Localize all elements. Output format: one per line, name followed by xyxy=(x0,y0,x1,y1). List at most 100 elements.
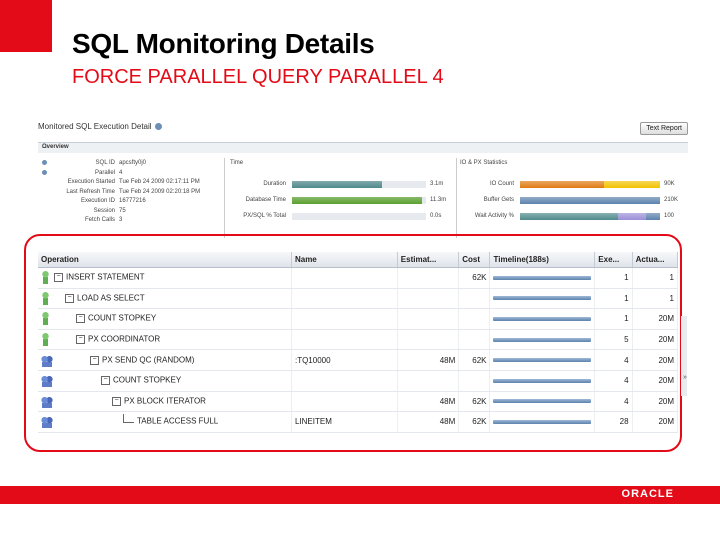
refresh-icon[interactable] xyxy=(154,123,162,131)
parallel-servers-icon xyxy=(41,394,53,408)
general-section: SQL ID apcsfty0j0 Parallel 4 Execution Start… xyxy=(40,160,225,227)
parallel-servers-icon xyxy=(41,353,53,367)
general-value: 4 xyxy=(119,169,123,176)
col-name[interactable]: Name xyxy=(291,252,398,268)
brand-corner-block xyxy=(0,0,52,52)
operation-cell: − PX COORDINATOR xyxy=(38,329,292,351)
timeline-bar[interactable] xyxy=(493,378,592,383)
oracle-logo: ORACLE xyxy=(621,488,674,500)
operation-text: COUNT STOPKEY xyxy=(113,375,182,385)
executions-cell: 28 xyxy=(594,411,633,433)
plan-row[interactable]: TABLE ACCESS FULL LINEITEM 48M 62K 28 20M xyxy=(38,411,679,433)
io-section-title: IO & PX Statistics xyxy=(460,160,508,166)
actual-rows-cell: 20M xyxy=(632,411,679,433)
general-value: 3 xyxy=(119,217,123,223)
executions-cell: 1 xyxy=(594,308,633,330)
session-icon xyxy=(41,271,50,285)
estimate-cell: 48M xyxy=(397,349,460,371)
general-label: Fetch Calls xyxy=(84,217,115,223)
executions-cell: 1 xyxy=(594,288,633,310)
timeline-bar[interactable] xyxy=(493,296,592,301)
collapse-node-icon[interactable]: − xyxy=(76,314,85,324)
time-bar-track xyxy=(292,197,426,204)
operation-cell: − LOAD AS SELECT xyxy=(38,288,292,310)
col-executions[interactable]: Exe... xyxy=(594,252,633,268)
cost-cell xyxy=(458,308,491,330)
timeline-bar[interactable] xyxy=(493,419,592,424)
collapse-node-icon[interactable]: − xyxy=(54,273,63,283)
general-row: Last Refresh Time Tue Feb 24 2009 02:20:1… xyxy=(40,189,225,199)
plan-row[interactable]: − PX SEND QC (RANDOM):TQ10000 48M 62K 4 20M xyxy=(38,349,679,371)
io-bar-segment xyxy=(520,197,660,204)
io-label-text: Buffer Gets xyxy=(483,197,514,203)
timeline-cell xyxy=(489,370,596,392)
actual-rows-cell: 20M xyxy=(632,329,679,351)
general-row: Fetch Calls 3 xyxy=(40,217,225,227)
actual-rows-cell: 20M xyxy=(632,370,679,392)
operation-cell: TABLE ACCESS FULL xyxy=(38,411,292,433)
timeline-cell xyxy=(489,308,596,330)
timeline-cell xyxy=(489,391,596,413)
time-section-title: Time xyxy=(230,160,244,166)
sql-info-icon[interactable] xyxy=(42,160,47,165)
timeline-bar[interactable] xyxy=(493,358,592,363)
cost-cell xyxy=(458,288,491,310)
collapse-node-icon[interactable]: − xyxy=(65,293,74,303)
estimate-cell xyxy=(397,267,460,289)
slide-subtitle: FORCE PARALLEL QUERY PARALLEL 4 xyxy=(72,66,444,88)
time-label: Database Time xyxy=(226,196,286,206)
cost-cell xyxy=(458,370,491,392)
general-value: Tue Feb 24 2009 02:20:18 PM xyxy=(119,188,201,195)
overview-header[interactable]: Overview − xyxy=(38,142,688,153)
time-label-text: Database Time xyxy=(245,197,286,203)
general-row: Session 75 xyxy=(40,208,225,218)
plan-row[interactable]: − PX BLOCK ITERATOR 48M 62K 4 20M xyxy=(38,391,679,413)
io-bar-segment xyxy=(604,181,660,188)
plan-row[interactable]: − COUNT STOPKEY 1 20M xyxy=(38,308,679,330)
general-label: Session xyxy=(93,207,115,214)
general-value: apcsfty0j0 xyxy=(119,160,147,166)
side-scrollbar[interactable] xyxy=(681,316,687,396)
executions-cell: 1 xyxy=(594,267,633,289)
object-name-cell: LINEITEM xyxy=(291,411,398,433)
operation-text: PX COORDINATOR xyxy=(88,334,161,344)
col-operation[interactable]: Operation xyxy=(38,252,292,268)
parallel-icon[interactable] xyxy=(42,169,47,175)
cost-cell xyxy=(458,329,491,351)
plan-row[interactable]: − LOAD AS SELECT 1 1 xyxy=(38,288,679,310)
estimate-cell xyxy=(397,329,460,351)
plan-row[interactable]: − COUNT STOPKEY 4 20M xyxy=(38,370,679,392)
general-row: Execution ID 16777216 xyxy=(40,198,225,208)
timeline-bar[interactable] xyxy=(493,337,592,342)
timeline-cell xyxy=(489,329,596,351)
io-label: Buffer Gets xyxy=(458,196,514,206)
operation-text: PX BLOCK ITERATOR xyxy=(124,396,206,406)
plan-row[interactable]: − INSERT STATEMENT 62K 1 1 xyxy=(38,267,679,289)
col-estimate[interactable]: Estimat... xyxy=(397,252,460,268)
io-bar-segment xyxy=(618,213,646,220)
plan-row[interactable]: − PX COORDINATOR 5 20M xyxy=(38,329,679,351)
divider xyxy=(224,158,225,238)
session-icon xyxy=(41,312,50,326)
col-timeline[interactable]: Timeline(188s) xyxy=(489,252,596,268)
general-value: 75 xyxy=(119,207,126,214)
general-label: Execution ID xyxy=(80,198,115,204)
collapse-node-icon[interactable]: − xyxy=(112,396,121,406)
object-name-cell xyxy=(291,329,398,351)
overview-label: Overview xyxy=(42,144,69,150)
operation-cell: − PX SEND QC (RANDOM) xyxy=(38,349,292,371)
collapse-node-icon[interactable]: − xyxy=(90,355,99,365)
col-cost[interactable]: Cost xyxy=(458,252,491,268)
text-report-button[interactable]: Text Report xyxy=(640,122,688,135)
time-bar-fill xyxy=(292,197,422,204)
timeline-bar[interactable] xyxy=(493,275,592,280)
collapse-node-icon[interactable]: − xyxy=(101,376,110,386)
col-actual[interactable]: Actua... xyxy=(632,252,679,268)
collapse-icon[interactable]: − xyxy=(42,143,47,152)
collapse-node-icon[interactable]: − xyxy=(76,335,85,345)
timeline-bar[interactable] xyxy=(493,316,592,321)
object-name-cell xyxy=(291,391,398,413)
timeline-bar[interactable] xyxy=(493,399,592,404)
actual-rows-cell: 20M xyxy=(632,391,679,413)
scroll-right-icon[interactable]: » xyxy=(683,374,687,381)
